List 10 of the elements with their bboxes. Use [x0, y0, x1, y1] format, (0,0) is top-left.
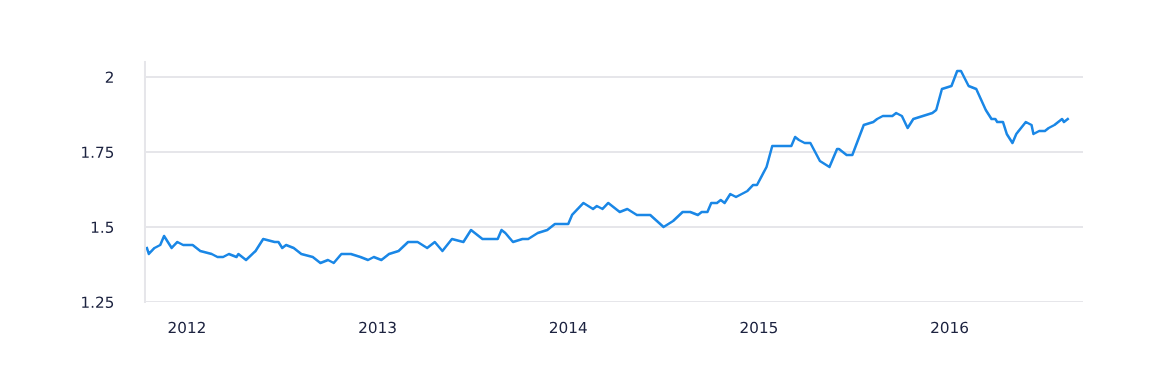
x-tick-label: 2016	[931, 321, 969, 334]
y-tick-label: 1.75	[82, 146, 114, 159]
y-tick-label: 1.5	[91, 221, 114, 234]
line-series	[145, 69, 1070, 265]
y-tick-label: 2	[105, 71, 113, 83]
y-tick-label: 1.25	[82, 296, 114, 309]
x-tick-label: 2013	[359, 321, 396, 334]
x-tick-label: 2012	[168, 321, 205, 334]
x-tick-label: 2015	[740, 321, 778, 334]
x-tick-label: 2014	[549, 321, 587, 334]
